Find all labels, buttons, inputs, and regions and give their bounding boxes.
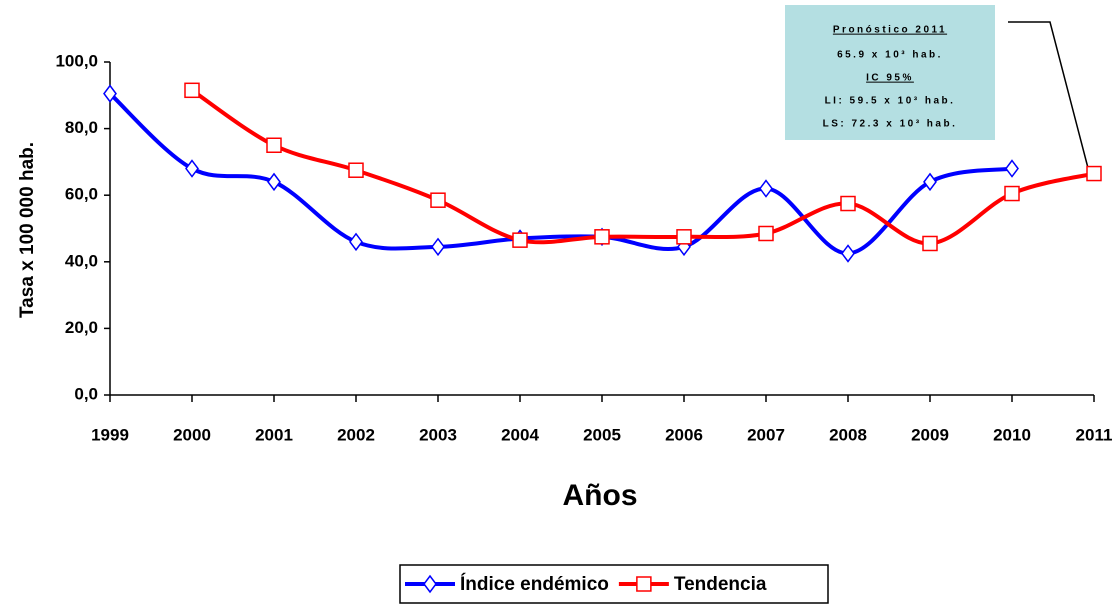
- annotation-title: Pronóstico 2011: [833, 25, 947, 36]
- annotation-line: LS: 72.3 x 10³ hab.: [823, 119, 958, 130]
- annotation-line: LI: 59.5 x 10³ hab.: [825, 96, 956, 107]
- diamond-marker: [185, 159, 199, 178]
- x-tick-label: 2011: [1076, 425, 1113, 444]
- square-marker: [348, 162, 364, 178]
- x-tick-label: 2004: [501, 425, 539, 444]
- square-marker: [676, 229, 692, 245]
- diamond-marker: [423, 574, 437, 594]
- y-tick-label: 0,0: [74, 384, 98, 403]
- y-axis-label: Tasa x 100 000 hab.: [17, 142, 38, 318]
- legend-label: Tendencia: [674, 574, 767, 595]
- x-tick-label: 2007: [747, 425, 785, 444]
- square-marker: [1086, 165, 1102, 182]
- square-marker: [840, 195, 856, 212]
- x-tick-label: 2005: [583, 425, 621, 444]
- annotation-line: IC 95%: [866, 73, 914, 84]
- diamond-marker: [923, 172, 937, 192]
- square-marker: [184, 82, 200, 99]
- square-marker: [922, 235, 938, 252]
- annotation-leader: [1008, 21, 1089, 169]
- y-tick-label: 100,0: [55, 51, 98, 70]
- annotation-box: [785, 5, 995, 140]
- x-axis-label: Años: [563, 479, 638, 512]
- diamond-marker: [431, 237, 445, 257]
- x-tick-label: 2002: [337, 425, 375, 444]
- y-tick-label: 20,0: [65, 318, 98, 337]
- legend-box: [399, 564, 829, 604]
- x-tick-label: 1999: [91, 425, 129, 444]
- x-tick-label: 2003: [419, 425, 457, 444]
- x-tick-label: 2000: [173, 425, 211, 444]
- square-marker: [266, 137, 282, 153]
- y-tick-label: 40,0: [65, 251, 98, 270]
- square-marker: [430, 192, 446, 208]
- series-line: [108, 92, 1013, 256]
- diamond-marker: [841, 244, 855, 263]
- diamond-marker: [103, 84, 117, 103]
- x-tick-label: 2008: [829, 425, 867, 444]
- diamond-marker: [267, 172, 281, 192]
- diamond-marker: [759, 179, 773, 198]
- annotation-line: 65.9 x 10³ hab.: [837, 50, 943, 61]
- square-marker: [636, 576, 652, 592]
- legend-label: Índice endémico: [460, 573, 609, 595]
- x-tick-label: 2010: [993, 425, 1031, 444]
- x-tick-label: 2009: [911, 425, 949, 444]
- diamond-marker: [1005, 159, 1019, 178]
- x-tick-label: 2006: [665, 425, 703, 444]
- square-marker: [1004, 185, 1020, 202]
- x-tick-label: 2001: [255, 425, 293, 444]
- square-marker: [758, 225, 774, 242]
- y-tick-label: 60,0: [65, 185, 98, 204]
- y-tick-label: 80,0: [65, 118, 98, 137]
- square-marker: [594, 229, 610, 245]
- square-marker: [512, 232, 528, 248]
- diamond-marker: [349, 232, 363, 252]
